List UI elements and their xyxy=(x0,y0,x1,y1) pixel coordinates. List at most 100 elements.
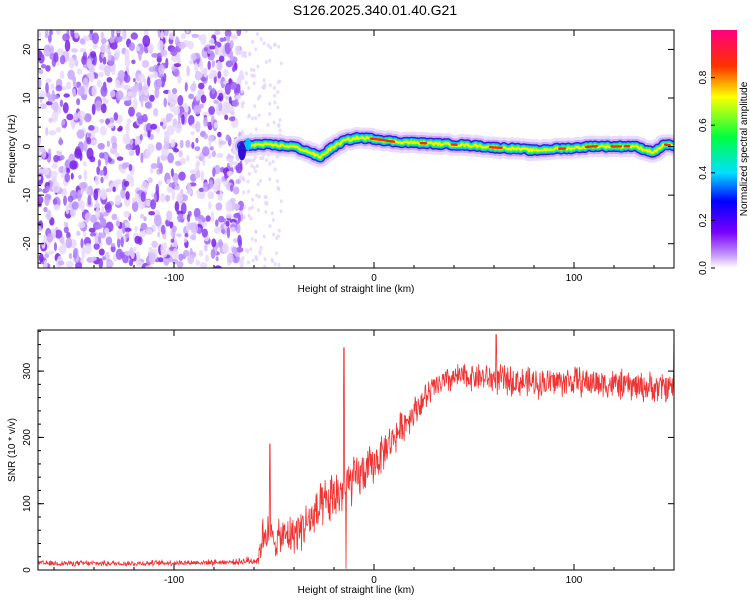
noise-blob xyxy=(157,231,161,238)
noise-blob xyxy=(45,127,49,136)
noise-blob xyxy=(213,122,218,129)
noise-blob xyxy=(145,150,151,159)
noise-blob xyxy=(53,51,59,63)
noise-speckle xyxy=(268,101,272,106)
noise-blob xyxy=(171,258,179,265)
noise-speckle xyxy=(264,158,268,163)
noise-blob xyxy=(197,227,202,235)
noise-blob xyxy=(104,65,111,77)
noise-blob xyxy=(38,168,44,175)
noise-speckle xyxy=(254,116,258,121)
noise-blob xyxy=(203,116,208,127)
noise-blob xyxy=(114,35,123,43)
noise-blob xyxy=(225,220,230,227)
noise-blob xyxy=(53,242,57,252)
noise-blob xyxy=(200,33,207,46)
noise-blob xyxy=(38,175,42,181)
spectrogram-y-tick-label: 0 xyxy=(22,143,33,149)
noise-blob xyxy=(62,33,70,42)
noise-blob xyxy=(88,227,96,233)
noise-blob xyxy=(140,191,146,202)
noise-blob xyxy=(130,32,138,40)
noise-blob xyxy=(99,169,105,176)
noise-speckle xyxy=(271,159,275,164)
noise-blob xyxy=(123,74,131,84)
noise-speckle xyxy=(252,81,256,86)
noise-blob xyxy=(98,248,105,256)
noise-blob xyxy=(150,162,158,170)
noise-speckle xyxy=(251,116,255,121)
noise-blob xyxy=(125,122,130,134)
noise-blob xyxy=(211,87,216,95)
noise-speckle xyxy=(263,257,267,262)
noise-blob xyxy=(196,169,201,179)
noise-blob xyxy=(78,182,87,189)
noise-speckle xyxy=(262,78,266,83)
noise-blob xyxy=(188,93,195,100)
noise-blob xyxy=(63,165,67,176)
noise-blob xyxy=(108,122,115,129)
noise-blob xyxy=(218,55,225,63)
spectrogram-y-tick-label: -10 xyxy=(22,187,33,202)
noise-blob xyxy=(151,53,159,58)
noise-blob xyxy=(86,58,92,70)
noise-blob xyxy=(100,85,108,97)
noise-blob xyxy=(201,217,206,223)
noise-blob xyxy=(112,186,116,193)
noise-blob xyxy=(100,43,108,53)
noise-blob xyxy=(69,160,78,170)
noise-blob xyxy=(99,152,105,159)
noise-blob xyxy=(43,259,48,268)
noise-blob xyxy=(122,30,127,40)
noise-speckle xyxy=(258,178,262,183)
noise-blob xyxy=(208,134,215,143)
noise-blob xyxy=(140,152,144,164)
noise-blob xyxy=(146,76,151,87)
noise-blob xyxy=(125,231,130,239)
snr-ticks: -100 0 100 0 100 200 300 xyxy=(22,330,674,586)
noise-blob xyxy=(87,194,92,206)
noise-blob xyxy=(148,211,156,216)
noise-blob xyxy=(96,79,102,88)
noise-blob xyxy=(133,246,137,252)
noise-blob xyxy=(73,112,79,121)
noise-speckle xyxy=(253,155,257,160)
noise-speckle xyxy=(250,163,254,168)
noise-speckle xyxy=(273,167,277,172)
noise-blob xyxy=(208,37,215,45)
noise-blob xyxy=(97,189,103,198)
noise-blob xyxy=(114,179,122,185)
noise-speckle xyxy=(272,85,276,90)
noise-blob xyxy=(55,127,62,133)
noise-blob xyxy=(135,260,144,267)
noise-blob xyxy=(114,152,120,158)
noise-blob xyxy=(203,46,208,52)
noise-blob xyxy=(134,225,138,232)
noise-speckle xyxy=(243,54,247,59)
noise-blob xyxy=(187,40,194,50)
noise-speckle xyxy=(250,205,254,210)
noise-blob xyxy=(225,95,230,101)
noise-speckle xyxy=(244,80,248,85)
noise-blob xyxy=(190,53,197,61)
noise-blob xyxy=(44,253,50,259)
noise-blob xyxy=(134,235,141,244)
noise-blob xyxy=(215,101,219,113)
noise-blob xyxy=(115,49,121,58)
noise-blob xyxy=(188,59,194,65)
noise-blob xyxy=(233,238,238,243)
noise-blob xyxy=(138,49,142,62)
noise-speckle xyxy=(247,86,251,91)
spectrogram-x-axis-label: Height of straight line (km) xyxy=(298,284,415,295)
noise-blob xyxy=(57,260,65,266)
noise-blob xyxy=(232,203,240,211)
noise-blob xyxy=(76,230,81,236)
noise-blob xyxy=(108,117,115,124)
noise-speckle xyxy=(240,132,244,137)
noise-speckle xyxy=(262,41,266,46)
noise-blob xyxy=(53,154,60,163)
noise-speckle xyxy=(250,237,254,242)
noise-blob xyxy=(173,148,179,153)
noise-speckle xyxy=(252,158,256,163)
noise-blob xyxy=(177,114,181,122)
